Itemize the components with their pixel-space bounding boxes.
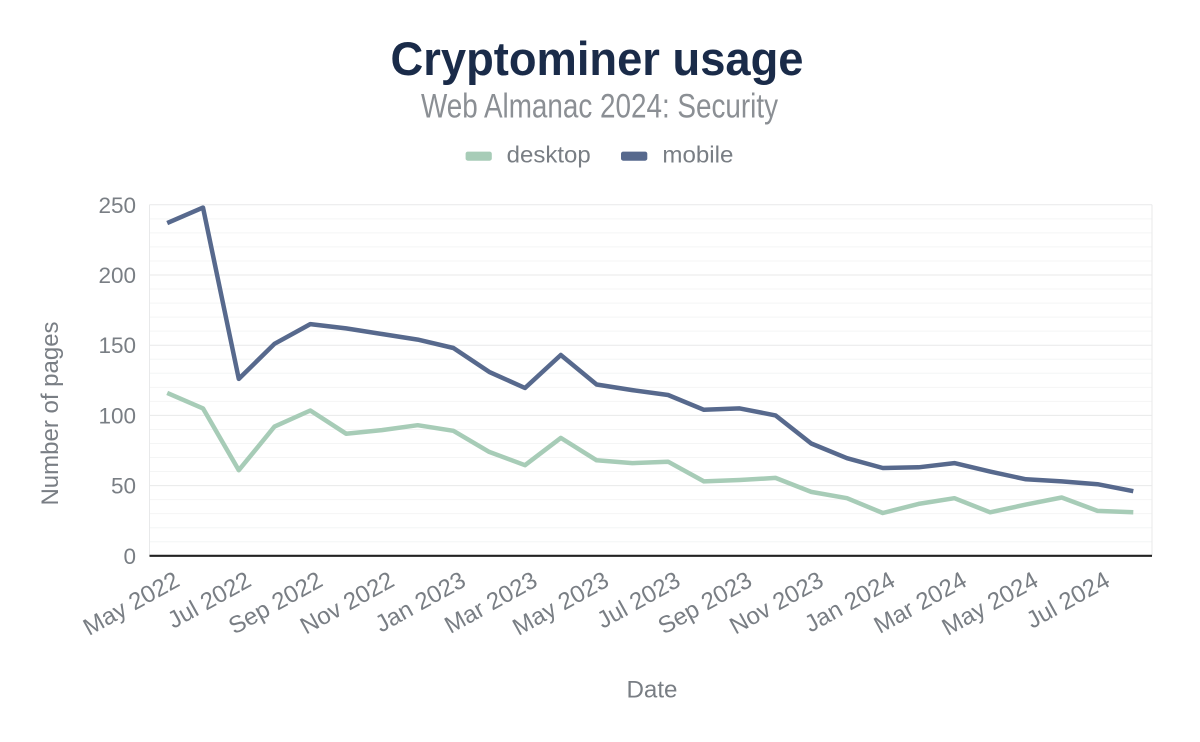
svg-text:250: 250 [98,193,136,218]
svg-text:200: 200 [98,263,136,288]
svg-text:Web Almanac 2024: Security: Web Almanac 2024: Security [421,88,778,126]
svg-text:mobile: mobile [662,142,733,168]
svg-text:50: 50 [111,474,136,499]
svg-text:Number of pages: Number of pages [37,321,64,505]
svg-text:Cryptominer usage: Cryptominer usage [391,32,804,85]
svg-text:desktop: desktop [507,142,591,168]
svg-text:100: 100 [98,403,136,428]
svg-text:150: 150 [98,333,136,358]
svg-text:Date: Date [627,677,678,704]
svg-text:0: 0 [123,544,136,569]
